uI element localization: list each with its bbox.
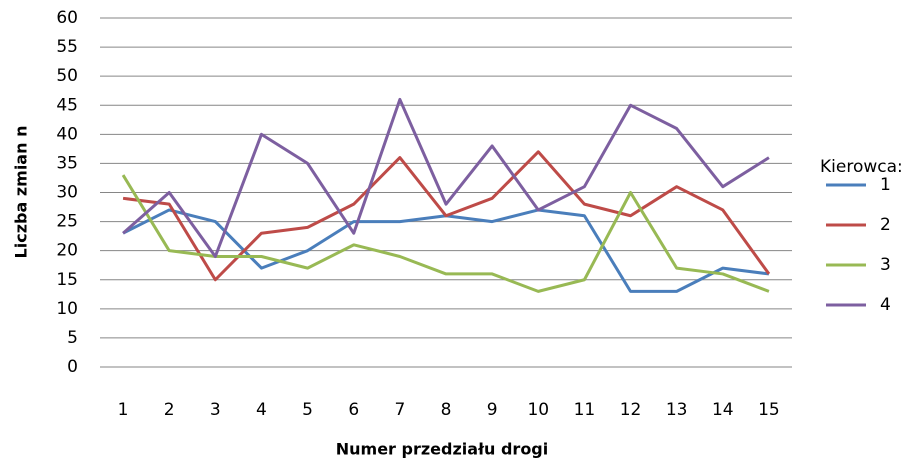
- y-axis-title: Liczba zmian n: [12, 126, 31, 259]
- x-tick-label: 8: [441, 400, 452, 420]
- legend-title: Kierowca:: [820, 157, 903, 177]
- x-tick-label: 1: [118, 400, 129, 420]
- y-tick-label: 10: [56, 299, 78, 319]
- x-tick-label: 11: [574, 400, 596, 420]
- y-tick-label: 0: [67, 357, 78, 377]
- y-tick-label: 55: [56, 37, 78, 57]
- series-line: [122, 150, 771, 282]
- x-tick-label: 3: [210, 400, 221, 420]
- y-tick-label: 45: [56, 95, 78, 115]
- y-tick-label: 50: [56, 66, 78, 86]
- x-tick-label: 12: [620, 400, 642, 420]
- x-tick-label: 10: [527, 400, 549, 420]
- x-tick-label: 5: [302, 400, 313, 420]
- series-line: [122, 97, 770, 258]
- x-axis-title: Numer przedziału drogi: [336, 440, 549, 459]
- x-tick-label: 9: [487, 400, 498, 420]
- x-tick-label: 7: [394, 400, 405, 420]
- legend-label: 2: [880, 215, 891, 235]
- y-tick-label: 5: [67, 328, 78, 348]
- y-tick-label: 15: [56, 270, 78, 290]
- legend-label: 1: [880, 175, 891, 195]
- x-tick-label: 6: [348, 400, 359, 420]
- y-tick-label: 40: [56, 124, 78, 144]
- legend-label: 4: [880, 295, 891, 315]
- x-tick-label: 14: [712, 400, 734, 420]
- x-tick-label: 15: [758, 400, 780, 420]
- y-tick-label: 20: [56, 241, 78, 261]
- y-tick-label: 60: [56, 8, 78, 28]
- x-tick-label: 4: [256, 400, 267, 420]
- y-tick-label: 30: [56, 183, 78, 203]
- series-line: [121, 174, 770, 293]
- x-tick-label: 2: [164, 400, 175, 420]
- y-tick-label: 25: [56, 212, 78, 232]
- x-tick-label: 13: [666, 400, 688, 420]
- y-tick-label: 35: [56, 153, 78, 173]
- legend-label: 3: [880, 255, 891, 275]
